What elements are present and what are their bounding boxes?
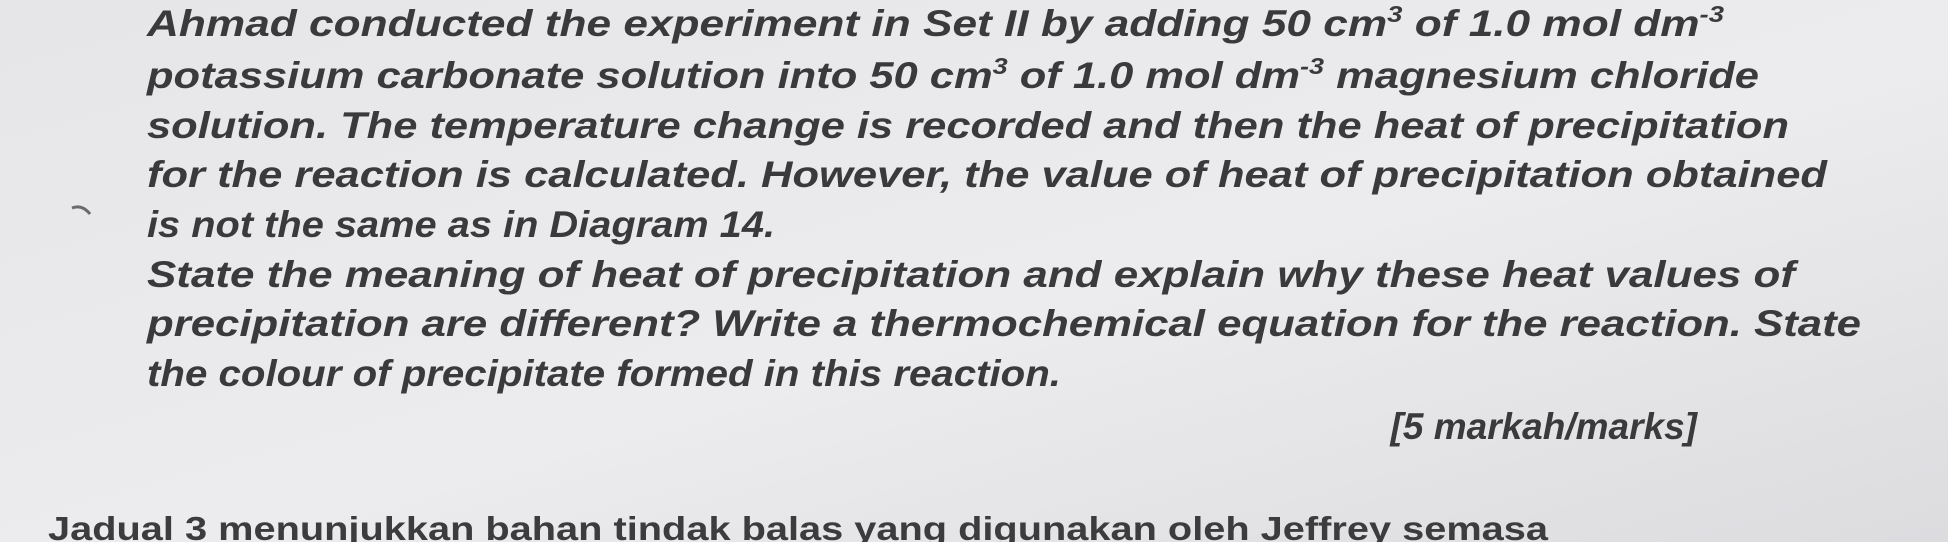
- next-heading: Jadual 3 menunjukkan bahan tindak balas …: [48, 510, 1549, 542]
- text-run: magnesium chloride: [1324, 55, 1759, 96]
- text-run: the colour of precipitate formed in this…: [147, 353, 1061, 394]
- pen-mark: [71, 205, 92, 215]
- question-line: potassium carbonate solution into 50 cm 3…: [146, 53, 1759, 96]
- question-line: State the meaning of heat of precipitati…: [147, 254, 1799, 295]
- question-line: precipitation are different? Write a the…: [146, 303, 1861, 344]
- question-line: is not the same as in Diagram 14.: [147, 204, 775, 245]
- question-line: Ahmad conducted the experiment in Set II…: [146, 1, 1724, 44]
- superscript: -3: [1300, 53, 1324, 79]
- text-run: precipitation are different? Write a the…: [146, 303, 1861, 344]
- text-run: solution. The temperature change is reco…: [147, 105, 1789, 146]
- superscript: 3: [1387, 1, 1403, 27]
- text-run: is not the same as in Diagram 14.: [147, 204, 775, 245]
- superscript: 3: [993, 53, 1008, 79]
- marks: [5 markah/marks]: [1390, 406, 1699, 447]
- text-run: potassium carbonate solution into 50 cm: [146, 55, 993, 96]
- question-line: the colour of precipitate formed in this…: [147, 353, 1061, 394]
- text-run: State the meaning of heat of precipitati…: [147, 254, 1799, 295]
- text-run: of 1.0 mol dm: [1008, 55, 1300, 96]
- question-line: solution. The temperature change is reco…: [147, 105, 1789, 146]
- text-run: of 1.0 mol dm: [1402, 3, 1699, 44]
- text-run: for the reaction is calculated. However,…: [147, 154, 1829, 195]
- text-run: Ahmad conducted the experiment in Set II…: [146, 3, 1387, 44]
- question-text: Ahmad conducted the experiment in Set II…: [146, 1, 1861, 394]
- question-line: for the reaction is calculated. However,…: [147, 154, 1829, 195]
- superscript: -3: [1700, 1, 1725, 27]
